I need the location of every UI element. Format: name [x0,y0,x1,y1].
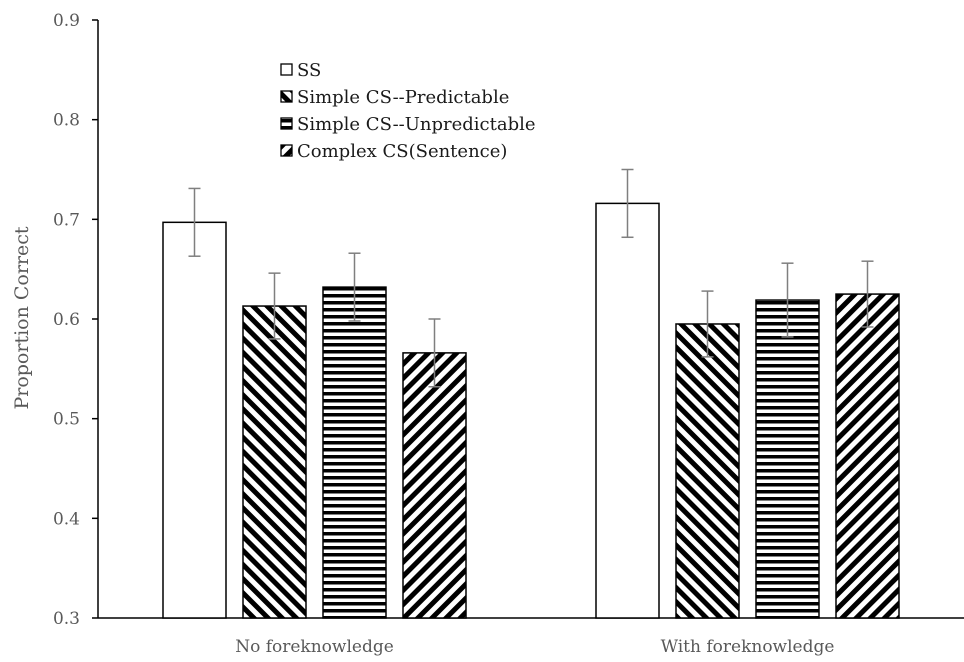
error-bars [188,168,874,388]
bar [322,286,387,619]
y-tick-label: 0.3 [53,609,80,629]
legend-label: Simple CS--Unpredictable [297,114,536,135]
x-category-labels: No foreknowledge With foreknowledge [235,637,834,657]
y-tick-label: 0.5 [53,410,80,430]
legend-swatch [280,144,293,157]
bars [162,202,900,619]
y-tick-label: 0.4 [53,509,80,529]
legend-swatch [280,63,293,76]
y-axis-title: Proportion Correct [11,226,33,409]
bar [162,221,227,619]
bar [595,202,660,619]
bar [755,299,820,619]
y-tick-label: 0.9 [53,11,80,31]
x-category-label: No foreknowledge [235,637,394,657]
x-category-label: With foreknowledge [661,637,835,657]
legend-label: Complex CS(Sentence) [297,141,507,162]
y-tick-label: 0.6 [53,310,80,330]
legend-label: Simple CS--Predictable [297,87,509,108]
legend: SS Simple CS--Predictable Simple CS--Unpre… [280,60,536,162]
y-tick-labels: 0.3 0.4 0.5 0.6 0.7 0.8 0.9 [53,11,80,629]
bar [402,352,467,619]
bar [675,323,740,619]
legend-swatch [280,117,293,130]
legend-swatch [280,90,293,103]
y-tick-label: 0.7 [53,210,80,230]
bar [835,293,900,619]
y-tick-label: 0.8 [53,111,80,131]
legend-label: SS [297,60,321,81]
bar [242,305,307,619]
